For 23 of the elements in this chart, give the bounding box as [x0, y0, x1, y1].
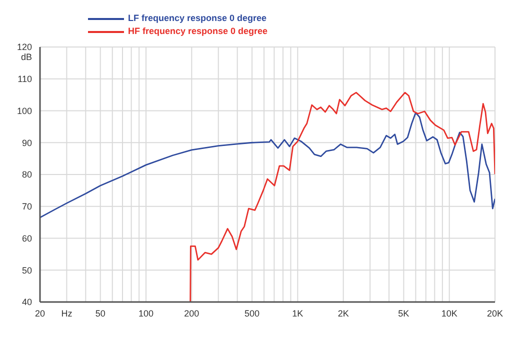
x-tick-label: 100	[138, 308, 154, 318]
x-tick-label: 20K	[486, 308, 504, 318]
legend-label: HF frequency response 0 degree	[128, 25, 268, 38]
y-tick-label: 110	[18, 74, 32, 84]
y-tick-label: 70	[22, 202, 32, 212]
y-tick-label: 40	[22, 297, 32, 308]
legend-label: LF frequency response 0 degree	[128, 12, 267, 25]
y-tick-label: 100	[16, 106, 32, 116]
x-tick-label: 10K	[441, 308, 458, 318]
x-tick-label: 5K	[398, 308, 410, 318]
y-tick-label: 90	[22, 138, 32, 148]
y-axis-title: dB	[20, 52, 32, 62]
x-tick-label: 2K	[338, 308, 349, 318]
x-tick-label: 50	[95, 308, 106, 318]
y-tick-label: 80	[22, 170, 32, 180]
x-tick-label: 200	[184, 308, 200, 318]
y-tick-label: 60	[22, 233, 32, 244]
y-tick-label: 120	[16, 42, 32, 52]
x-tick-label: 1K	[292, 308, 304, 318]
y-tick-label: 50	[22, 265, 32, 276]
x-tick-label: 20	[34, 308, 46, 318]
x-tick-label: Hz	[61, 308, 73, 318]
x-tick-label: 500	[244, 308, 260, 318]
